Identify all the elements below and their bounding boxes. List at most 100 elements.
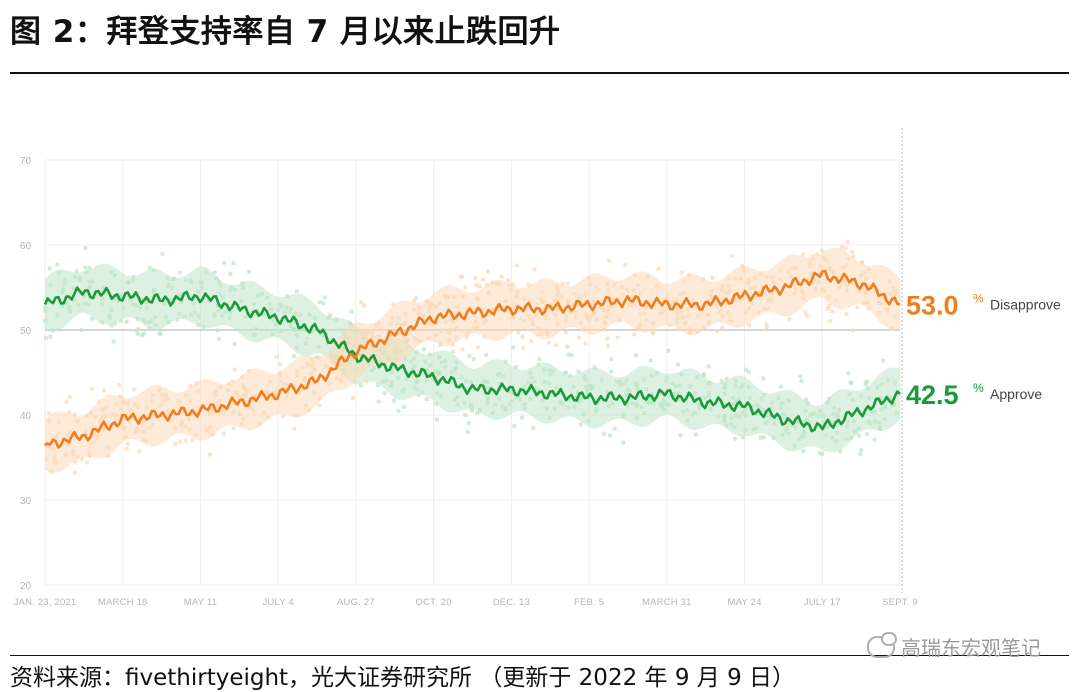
disapprove-poll-dot [481, 277, 486, 282]
y-tick-label: 50 [20, 326, 32, 337]
disapprove-poll-dot [526, 282, 531, 287]
approve-poll-dot [294, 289, 299, 294]
approve-poll-dot [566, 352, 571, 357]
approve-poll-dot [291, 354, 296, 359]
disapprove-poll-dot [632, 332, 637, 337]
approve-poll-dot [376, 399, 381, 404]
disapprove-poll-dot [565, 281, 570, 286]
approve-poll-dot [724, 376, 729, 381]
approve-poll-dot [232, 342, 237, 347]
approve-poll-dot [401, 404, 406, 409]
x-tick-label: MARCH 31 [642, 597, 692, 608]
approve-poll-dot [612, 426, 617, 431]
approve-poll-dot [678, 433, 683, 438]
approve-poll-dot [801, 449, 806, 454]
approve-poll-dot [706, 364, 711, 369]
x-tick-label: AUG. 27 [337, 597, 375, 608]
disapprove-poll-dot [825, 306, 830, 311]
approve-poll-dot [124, 319, 129, 324]
watermark-text: 高瑞东宏观笔记 [901, 636, 1041, 660]
disapprove-end-label: Disapprove [990, 297, 1061, 313]
disapprove-poll-dot [532, 267, 537, 272]
wechat-icon [867, 631, 897, 658]
disapprove-poll-dot [605, 336, 610, 341]
approve-poll-dot [317, 300, 322, 305]
disapprove-poll-dot [414, 295, 419, 300]
disapprove-poll-dot [583, 341, 588, 346]
source-note: 资料来源：fivethirtyeight，光大证券研究所 （更新于 2022 年… [10, 665, 796, 691]
x-tick-label: MAY 11 [184, 597, 217, 608]
disapprove-poll-dot [292, 427, 297, 432]
y-tick-label: 60 [20, 241, 32, 252]
approve-poll-dot [216, 336, 221, 341]
disapprove-poll-dot [67, 394, 72, 399]
y-tick-label: 70 [20, 156, 32, 167]
disapprove-poll-dot [277, 362, 282, 367]
approve-poll-dot [484, 352, 489, 357]
disapprove-poll-dot [577, 335, 582, 340]
approve-poll-dot [83, 265, 88, 270]
approve-poll-dot [74, 268, 79, 273]
x-tick-label: SEPT. 9 [882, 597, 918, 608]
approve-poll-dot [761, 435, 766, 440]
disapprove-poll-dot [801, 252, 806, 257]
disapprove-poll-dot [805, 313, 810, 318]
approve-poll-dot [634, 353, 639, 358]
disapprove-poll-dot [829, 309, 834, 314]
approve-poll-dot [467, 354, 472, 359]
approve-poll-dot [778, 384, 783, 389]
approve-poll-dot [471, 357, 476, 362]
approve-poll-dot [157, 331, 162, 336]
approve-poll-dot [90, 316, 95, 321]
disapprove-poll-dot [208, 452, 213, 457]
approve-poll-dot [799, 378, 804, 383]
approve-poll-dot [564, 370, 569, 375]
confidence-bands [45, 247, 900, 473]
approve-poll-dot [421, 347, 426, 352]
disapprove-poll-dot [450, 349, 455, 354]
y-tick-label: 20 [20, 581, 32, 592]
disapprove-poll-dot [850, 249, 855, 254]
disapprove-poll-dot [473, 276, 478, 281]
disapprove-poll-dot [514, 263, 519, 268]
disapprove-poll-dot [850, 328, 855, 333]
approve-poll-dot [531, 426, 536, 431]
approve-poll-dot [463, 413, 468, 418]
approve-poll-dot [609, 369, 614, 374]
disapprove-poll-dot [350, 395, 355, 400]
approve-poll-dot [569, 353, 574, 358]
approve-poll-dot [733, 436, 738, 441]
approve-poll-dot [322, 295, 327, 300]
disapprove-poll-dot [221, 431, 226, 436]
approve-poll-dot [434, 417, 439, 422]
disapprove-poll-dot [231, 426, 236, 431]
approve-poll-dot [465, 429, 470, 434]
approve-line [43, 286, 901, 433]
approve-poll-dot [391, 398, 396, 403]
approve-poll-dot [215, 328, 220, 333]
x-tick-label: JULY 4 [262, 597, 293, 608]
disapprove-poll-dot [475, 345, 480, 350]
disapprove-poll-dot [710, 275, 715, 280]
axis-labels: 20 30 40 50 60 70 JAN. 23, 2021 MARCH 18 MAY 11 J… [14, 156, 918, 608]
disapprove-poll-dot [460, 347, 465, 352]
disapprove-poll-dot [73, 470, 78, 475]
disapprove-poll-dot [465, 334, 470, 339]
approve-poll-dot [601, 431, 606, 436]
approve-poll-dot [178, 270, 183, 275]
approve-poll-dot [358, 383, 363, 388]
approve-poll-dot [537, 357, 542, 362]
approve-poll-dot [761, 376, 766, 381]
disapprove-poll-dot [463, 285, 468, 290]
approve-end-value: 42.5 [906, 380, 959, 410]
approve-poll-dot [857, 433, 862, 438]
disapprove-poll-dot [820, 248, 825, 253]
disapprove-poll-dot [845, 239, 850, 244]
approve-poll-dot [858, 452, 863, 457]
approve-poll-dot [848, 380, 853, 385]
disapprove-poll-dot [747, 323, 752, 328]
disapprove-poll-dot [101, 388, 106, 393]
approve-poll-dot [396, 409, 401, 414]
x-tick-label: FEB. 5 [574, 597, 604, 608]
watermark: 高瑞东宏观笔记 [867, 631, 1041, 661]
